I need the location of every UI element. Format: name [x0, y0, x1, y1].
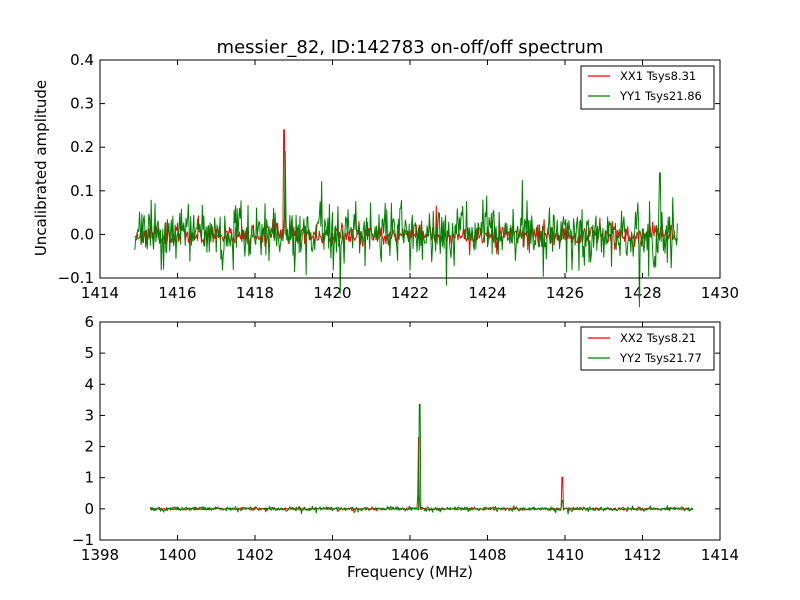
y-tick-label-top: 0.2: [70, 138, 94, 156]
x-tick-label-top: 1430: [701, 284, 739, 302]
legend-top: XX1 Tsys8.31 YY1 Tsys21.86: [580, 65, 715, 110]
x-tick-label-top: 1418: [236, 284, 274, 302]
x-tick-label-top: 1428: [623, 284, 661, 302]
y-tick-label-top: 0.0: [70, 225, 94, 243]
plot-frame-top: [99, 59, 721, 279]
x-tick-label-bottom: 1406: [391, 546, 429, 564]
y-tick-label-top: 0.3: [70, 95, 94, 113]
y-tick-label-bottom: 6: [84, 313, 94, 331]
y-tick-label-bottom: 4: [84, 375, 94, 393]
series-line-xx1: [134, 129, 678, 256]
x-tick-label-top: 1424: [468, 284, 506, 302]
legend-box-top: [580, 65, 715, 110]
y-tick-label-bottom: 2: [84, 438, 94, 456]
legend-box-bottom: [580, 326, 715, 371]
y-axis-label: Uncalibrated amplitude: [32, 80, 50, 256]
x-tick-label-bottom: 1400: [158, 546, 196, 564]
x-tick-label-bottom: 1412: [623, 546, 661, 564]
y-tick-label-bottom: 5: [84, 344, 94, 362]
tick-group-top: 1414 1416 1418 1420 1422 1424 1426 1428 1430 −0.1…: [58, 51, 740, 302]
x-tick-label-bottom: 1414: [701, 546, 739, 564]
x-tick-label-top: 1414: [81, 284, 119, 302]
y-tick-label-top: 0.1: [70, 182, 94, 200]
x-tick-label-bottom: 1410: [546, 546, 584, 564]
plot-frame-bottom: [99, 321, 721, 541]
legend-label-yy2: YY2 Tsys21.77: [619, 351, 702, 365]
legend-bottom: XX2 Tsys8.21 YY2 Tsys21.77: [580, 326, 715, 371]
x-axis-label: Frequency (MHz): [347, 563, 473, 581]
x-tick-label-top: 1416: [158, 284, 196, 302]
panel-top: messier_82, ID:142783 on-off/off spectru…: [32, 37, 740, 308]
x-tick-label-top: 1426: [546, 284, 584, 302]
y-tick-label-bottom: 1: [84, 469, 94, 487]
legend-label-xx2: XX2 Tsys8.21: [620, 331, 696, 345]
x-tick-label-top: 1422: [391, 284, 429, 302]
series-line-yy1: [134, 151, 678, 308]
x-tick-label-bottom: 1408: [468, 546, 506, 564]
series-lines-top: [134, 129, 678, 308]
y-tick-label-bottom: 0: [84, 500, 94, 518]
y-tick-label-bottom: −1: [72, 531, 94, 549]
legend-label-yy1: YY1 Tsys21.86: [619, 89, 702, 103]
x-tick-label-bottom: 1398: [81, 546, 119, 564]
series-line-yy2: [149, 403, 694, 515]
legend-label-xx1: XX1 Tsys8.31: [620, 69, 696, 83]
y-tick-label-top: −0.1: [58, 269, 94, 287]
y-tick-label-bottom: 3: [84, 406, 94, 424]
y-tick-label-top: 0.4: [70, 51, 94, 69]
x-tick-label-bottom: 1404: [313, 546, 351, 564]
series-lines-bottom: [149, 403, 694, 515]
x-tick-label-top: 1420: [313, 284, 351, 302]
panel-bottom: 1398 1400 1402 1404 1406 1408 1410 1412 1414 −1 0 1…: [72, 313, 739, 581]
chart-title: messier_82, ID:142783 on-off/off spectru…: [217, 37, 604, 58]
tick-group-bottom: 1398 1400 1402 1404 1406 1408 1410 1412 1414 −1 0 1…: [72, 313, 739, 564]
x-tick-label-bottom: 1402: [236, 546, 274, 564]
